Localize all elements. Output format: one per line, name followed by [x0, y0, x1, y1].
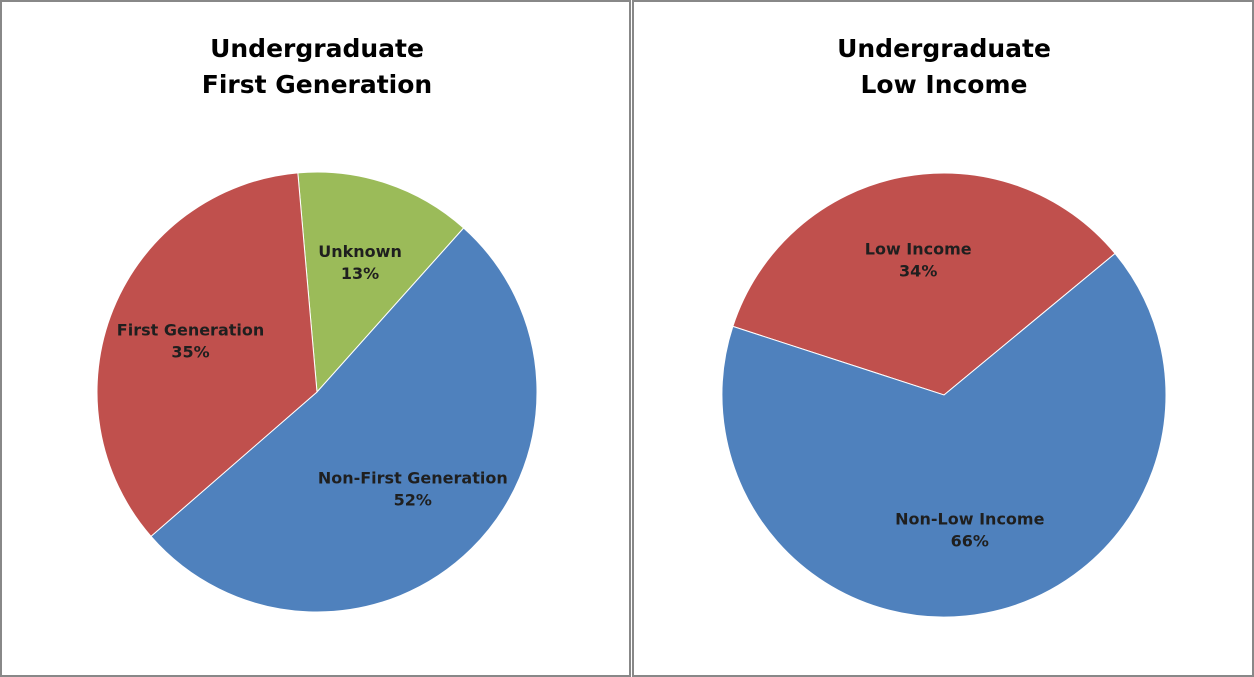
slice-label: First Generation — [117, 320, 264, 339]
slice-value: 34% — [899, 261, 937, 280]
slice-label: Non-First Generation — [318, 469, 508, 488]
chart-title: Undergraduate — [210, 34, 424, 63]
slice-value: 66% — [951, 532, 989, 551]
chart-title: Low Income — [860, 70, 1027, 99]
slice-value: 35% — [171, 342, 209, 361]
chart-title: First Generation — [202, 70, 432, 99]
pie-slice — [150, 227, 538, 613]
slice-value: 13% — [341, 264, 379, 283]
slice-label: Unknown — [318, 242, 402, 261]
pie-slice — [96, 172, 318, 538]
pie-slice — [732, 172, 1116, 396]
slice-label: Low Income — [865, 239, 972, 258]
slice-value: 52% — [394, 491, 432, 510]
pie-slice — [297, 171, 465, 394]
slice-label: Non-Low Income — [895, 510, 1044, 529]
chart-title: Undergraduate — [837, 34, 1051, 63]
pie-slice — [721, 252, 1167, 618]
